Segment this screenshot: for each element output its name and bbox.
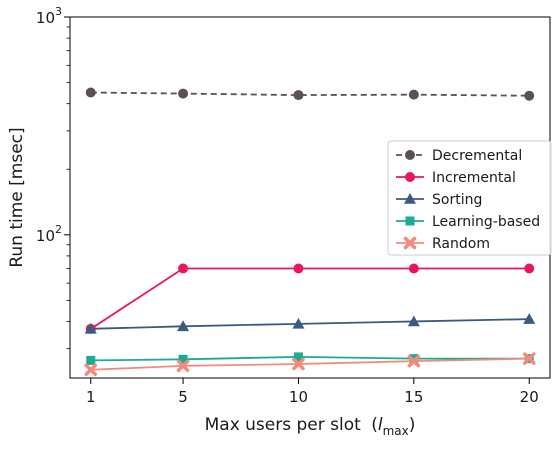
x-marker-stroke	[176, 359, 190, 373]
data-point-decremental	[524, 90, 535, 101]
data-point-sorting	[84, 322, 97, 334]
x-axis-title: Max users per slot (lmax)	[205, 415, 416, 438]
series-line-sorting	[90, 318, 530, 330]
legend-item-incremental: Incremental	[396, 170, 516, 186]
x-tick-label: 20	[520, 388, 539, 406]
data-point-sorting	[177, 320, 190, 332]
legend-label: Incremental	[432, 170, 516, 186]
data-point-learning-based	[178, 354, 188, 364]
legend-item-sorting: Sorting	[396, 192, 482, 208]
series-layer	[84, 87, 536, 377]
legend-label: Sorting	[432, 192, 482, 208]
data-point-decremental	[85, 87, 96, 98]
series-sorting	[84, 313, 536, 334]
data-point-incremental	[524, 263, 535, 274]
x-marker-stroke	[522, 352, 536, 365]
x-marker-stroke	[407, 354, 421, 368]
x-tick-label: 5	[178, 388, 188, 406]
legend-marker	[405, 216, 415, 226]
legend-item-decremental: Decremental	[396, 148, 522, 164]
series-line-decremental	[90, 91, 530, 97]
legend-marker	[403, 236, 417, 250]
x-axis-title-var: l	[378, 415, 383, 435]
series-random	[84, 352, 536, 377]
y-tick-label: 102	[36, 223, 62, 245]
legend: Decremental Incremental Sorting Learning-ba…	[387, 140, 552, 256]
x-axis-title-close: )	[409, 415, 416, 435]
data-point-random	[292, 357, 305, 371]
data-point-random	[176, 359, 190, 373]
legend-marker	[405, 172, 415, 182]
x-marker-stroke	[403, 236, 417, 250]
data-point-incremental	[178, 263, 189, 274]
data-point-decremental	[178, 88, 189, 99]
data-point-decremental	[408, 89, 419, 100]
legend-item-random: Random	[396, 236, 490, 252]
x-marker-stroke	[292, 357, 305, 371]
y-axis: 102 103	[36, 5, 70, 350]
x-axis-title-sub: max	[383, 424, 409, 438]
legend-label: Random	[432, 236, 490, 252]
data-point-learning-based	[86, 355, 96, 365]
data-point-random	[407, 354, 421, 368]
x-marker-stroke	[84, 363, 98, 377]
data-point-random	[84, 363, 98, 377]
x-axis: 1 5 10 15 20	[86, 378, 539, 406]
x-tick-label: 10	[289, 388, 308, 406]
legend-item-learning-based: Learning-based	[396, 214, 540, 230]
data-point-learning-based	[293, 352, 303, 362]
data-point-sorting	[523, 313, 536, 324]
x-axis-title-text: Max users per slot	[205, 415, 362, 435]
data-point-decremental	[293, 90, 304, 101]
data-point-random	[522, 352, 536, 365]
x-axis-title-paren: (	[371, 415, 378, 435]
data-point-learning-based	[409, 354, 419, 364]
legend-label: Decremental	[432, 148, 522, 164]
y-tick-label: 103	[36, 5, 62, 27]
series-decremental	[85, 87, 535, 101]
legend-box	[387, 140, 552, 256]
data-point-incremental	[408, 263, 419, 274]
data-point-incremental	[293, 263, 304, 274]
legend-marker	[405, 150, 415, 160]
legend-marker	[404, 193, 416, 204]
x-tick-label: 15	[404, 388, 423, 406]
legend-label: Learning-based	[432, 214, 540, 230]
data-point-sorting	[292, 317, 305, 329]
data-point-sorting	[407, 315, 420, 327]
x-tick-label: 1	[86, 388, 96, 406]
y-axis-title: Run time [msec]	[7, 127, 27, 267]
